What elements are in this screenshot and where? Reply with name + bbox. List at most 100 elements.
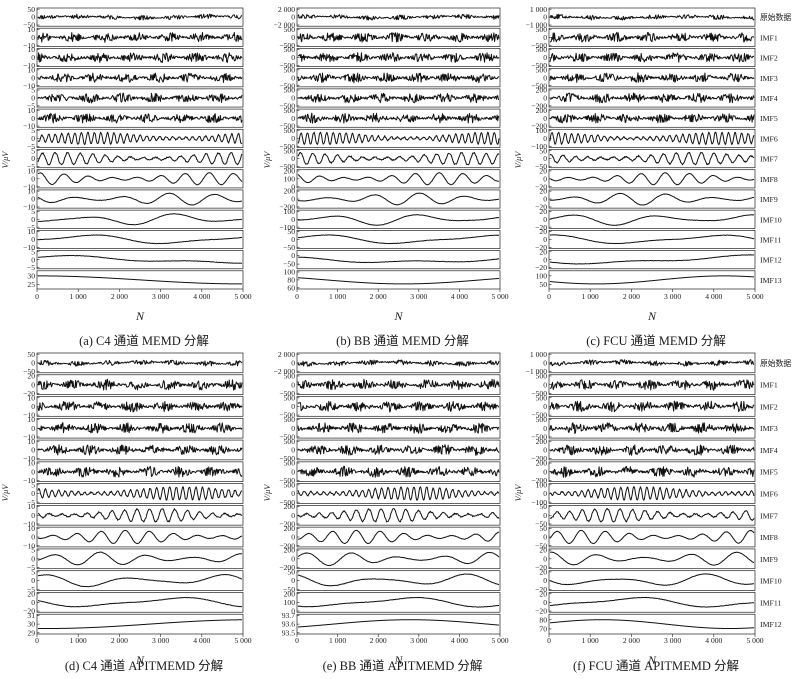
series-label: IMF3: [760, 424, 778, 433]
y-tick-label: 0: [543, 235, 547, 244]
y-tick-label: 500: [284, 45, 296, 54]
y-tick-label: 200: [284, 524, 296, 533]
y-tick-label: 500: [284, 106, 296, 115]
panel-caption: (d) C4 通道 APITMEMD 分解: [65, 659, 223, 673]
signal-trace: [37, 172, 243, 186]
series-label: IMF2: [760, 54, 778, 63]
subplot-row: 50−5: [27, 480, 244, 507]
signal-trace: [37, 619, 243, 630]
y-tick-label: 0: [543, 154, 547, 163]
y-tick-label: 0: [543, 358, 547, 367]
panel-caption: (a) C4 通道 MEMD 分解: [79, 334, 209, 348]
y-tick-label: 0: [31, 174, 35, 183]
y-tick-label: 20: [539, 227, 547, 236]
subplot-row: 500−50: [23, 350, 244, 376]
y-tick-label: −500: [279, 498, 295, 507]
subplot-row: 200−20: [23, 372, 244, 398]
y-tick-label: 0: [543, 511, 547, 520]
y-tick-label: 0: [31, 215, 35, 224]
y-tick-label: 31: [27, 611, 35, 620]
subplot-frame: [36, 526, 244, 548]
subplot-frame: [548, 613, 756, 635]
y-tick-label: 10: [27, 167, 35, 176]
y-tick-label: 0: [291, 554, 295, 563]
y-tick-label: −200: [531, 101, 547, 110]
subplot-row: 200−20 IMF11: [535, 227, 781, 252]
y-tick-label: 0: [31, 255, 35, 264]
subplot-row: 100−10: [23, 459, 244, 485]
x-tick-label: 4 000: [193, 636, 210, 645]
x-tick-label: 0: [295, 636, 299, 645]
y-tick-label: 1 000: [530, 5, 547, 14]
signal-trace: [37, 378, 243, 391]
signal-trace: [297, 13, 500, 21]
y-tick-label: −50: [535, 541, 547, 550]
x-tick-label: 1 000: [70, 292, 87, 301]
y-tick-label: −5: [27, 498, 35, 507]
x-tick-label: 5 000: [234, 636, 251, 645]
y-tick-label: 0: [543, 94, 547, 103]
y-tick-label: 200: [284, 502, 296, 511]
y-tick-label: −200: [279, 541, 295, 550]
series-label: IMF10: [760, 215, 782, 224]
y-tick-label: −10: [23, 454, 35, 463]
y-tick-label: −20: [23, 389, 35, 398]
x-tick-label: 4 000: [451, 292, 468, 301]
signal-trace: [549, 619, 755, 630]
y-axis-label: V/μV: [1, 484, 10, 502]
x-tick-label: 4 000: [193, 292, 210, 301]
subplot-row: 500−50 IMF7: [535, 146, 778, 171]
series-label: IMF2: [760, 402, 778, 411]
x-tick-label: 1 000: [582, 636, 599, 645]
subplot-row: 100−10: [23, 65, 244, 90]
subplot-row: 500−50 IMF8: [535, 524, 778, 550]
y-tick-label: 0: [291, 215, 295, 224]
y-tick-label: 20: [539, 167, 547, 176]
subplot-frame: [36, 548, 244, 570]
x-tick-label: 1 000: [329, 636, 346, 645]
x-tick-label: 3 000: [664, 292, 681, 301]
y-tick-label: 200: [536, 106, 548, 115]
y-tick-label: 500: [284, 126, 296, 135]
y-tick-label: 0: [31, 235, 35, 244]
x-tick-label: 1 000: [329, 292, 346, 301]
signal-trace: [549, 31, 755, 43]
subplot-row: 100−10: [23, 437, 244, 463]
y-tick-label: 80: [287, 275, 295, 284]
signal-trace: [549, 359, 755, 367]
x-tick-label: 0: [547, 292, 551, 301]
y-tick-label: 50: [539, 146, 547, 155]
subplot-row: 0−50: [283, 250, 501, 270]
y-tick-label: −2 000: [274, 21, 296, 30]
y-tick-label: 0: [31, 114, 35, 123]
y-tick-label: 80: [539, 615, 547, 624]
y-tick-label: −500: [279, 41, 295, 50]
series-label: 原始数据: [760, 358, 791, 368]
y-tick-label: 50: [287, 567, 295, 576]
y-tick-label: 20: [27, 372, 35, 381]
signal-trace: [549, 275, 755, 285]
y-tick-label: 500: [284, 480, 296, 489]
y-tick-label: 500: [284, 415, 296, 424]
series-label: IMF8: [760, 175, 778, 184]
y-tick-label: 200: [284, 589, 296, 598]
y-tick-label: 0: [543, 467, 547, 476]
y-tick-label: −5: [27, 563, 35, 572]
series-label: IMF11: [760, 598, 781, 607]
x-axis-label: N: [647, 653, 657, 667]
y-tick-label: 500: [536, 45, 548, 54]
y-tick-label: 100: [536, 271, 548, 280]
signal-trace: [37, 13, 243, 21]
x-axis-label: N: [393, 309, 403, 323]
x-tick-label: 2 000: [623, 292, 640, 301]
y-tick-label: −10: [23, 122, 35, 131]
y-tick-label: 0: [543, 195, 547, 204]
